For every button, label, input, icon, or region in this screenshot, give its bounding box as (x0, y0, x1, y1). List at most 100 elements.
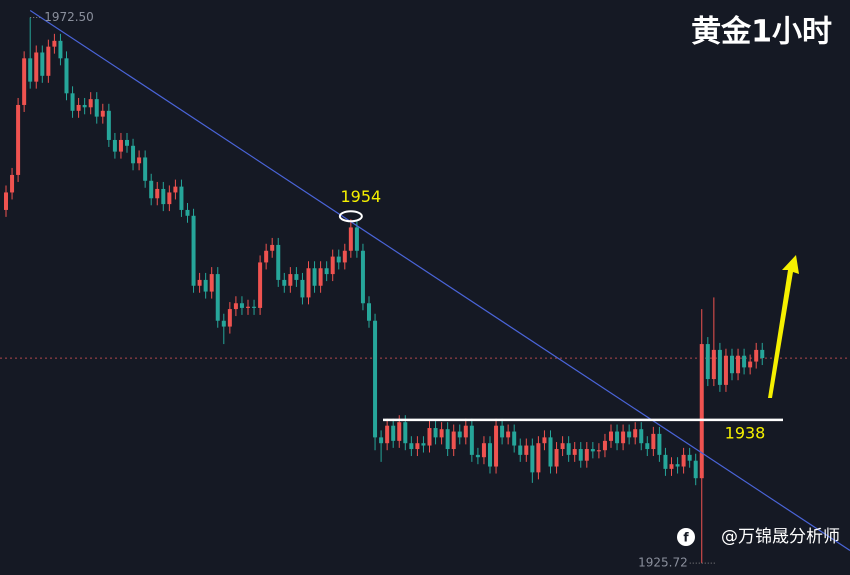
candle-body (633, 429, 638, 438)
candle-body (233, 303, 238, 310)
candle-body (46, 46, 51, 76)
candle-body (657, 433, 662, 455)
candle-body (203, 279, 208, 292)
candle-body (354, 227, 359, 251)
candle-body (463, 425, 468, 438)
candle-body (252, 306, 257, 308)
candle-body (760, 349, 765, 359)
candle-body (258, 262, 263, 308)
candle-body (723, 355, 728, 385)
candle-body (736, 355, 741, 374)
candle-body (342, 250, 347, 263)
candle-body (112, 139, 117, 152)
candle-body (106, 110, 111, 140)
candle-body (717, 349, 722, 385)
candle-body (94, 99, 99, 117)
candle-body (572, 449, 577, 455)
candle-body (270, 244, 275, 251)
candle-body (379, 437, 384, 444)
candle-body (82, 104, 87, 108)
candle-body (360, 250, 365, 304)
candle-body (318, 268, 323, 286)
trendline (29, 9, 850, 552)
chart-title: 黄金1小时 (691, 15, 832, 50)
candle-body (621, 431, 626, 444)
plot: 1938 1954 1972.50 1925.72 (0, 10, 850, 570)
candle-body (427, 428, 432, 446)
candle-body (215, 274, 220, 321)
candle-body (530, 445, 535, 473)
support-label: 1938 (725, 423, 766, 442)
candle-body (282, 279, 287, 286)
candle-body (391, 425, 396, 441)
candle-body (197, 279, 202, 286)
candle-body (161, 188, 166, 205)
candle-body (10, 174, 15, 193)
candle-body (397, 422, 402, 441)
candle-body (675, 464, 680, 467)
candle-body (645, 443, 650, 450)
candle-body (276, 244, 281, 280)
candle-body (524, 445, 529, 455)
candle-body (100, 110, 105, 117)
candle-body (602, 440, 607, 451)
candle-body (500, 425, 505, 438)
candle-body (494, 425, 499, 467)
candle-body (711, 349, 716, 380)
candle-body (179, 186, 184, 210)
candle-body (693, 460, 698, 479)
candle-body (52, 40, 57, 47)
candle-body (125, 139, 129, 146)
candle-body (512, 431, 517, 446)
candle-body (730, 355, 734, 374)
candle-body (615, 431, 620, 444)
candle-body (469, 425, 474, 455)
candle-body (40, 52, 45, 76)
candle-body (488, 443, 492, 467)
candle-body (264, 250, 269, 263)
candle-body (554, 449, 559, 467)
candle-body (294, 274, 299, 280)
candle-body (191, 215, 196, 286)
candle-body (596, 450, 601, 452)
candle-body (70, 93, 75, 111)
candle-body (451, 431, 456, 450)
candle-body (542, 437, 547, 444)
low-label: 1925.72 (638, 556, 688, 570)
candle-body (246, 306, 250, 308)
watermark-icon (677, 528, 695, 546)
peak-marker (338, 210, 363, 223)
candle-body (560, 443, 565, 450)
candle-body (131, 145, 136, 164)
candle-body (536, 443, 541, 473)
candle-body (167, 192, 172, 205)
candle-body (409, 443, 414, 450)
candle-body (481, 443, 486, 458)
candle-body (415, 443, 420, 450)
candle-body (385, 425, 390, 444)
candle-body (330, 256, 335, 275)
high-label: 1972.50 (44, 10, 94, 24)
candle-body (336, 256, 341, 263)
candle-body (88, 99, 93, 108)
peak-label: 1954 (340, 187, 381, 206)
candle-body (155, 188, 160, 199)
candle-body (433, 428, 438, 438)
candle-body (663, 454, 668, 469)
candle-body (373, 320, 378, 438)
candle-body (28, 58, 33, 82)
candle-body (609, 431, 613, 441)
candle-body (445, 429, 450, 450)
candle-body (227, 309, 232, 327)
candle-body (457, 431, 462, 438)
candle-body (651, 433, 656, 450)
candle-body (185, 209, 190, 216)
candle-body (754, 349, 759, 362)
candle-body (566, 443, 571, 455)
candle-body (348, 227, 353, 251)
candle-body (239, 303, 244, 308)
candle-body (548, 437, 553, 467)
candle-body (76, 104, 81, 111)
